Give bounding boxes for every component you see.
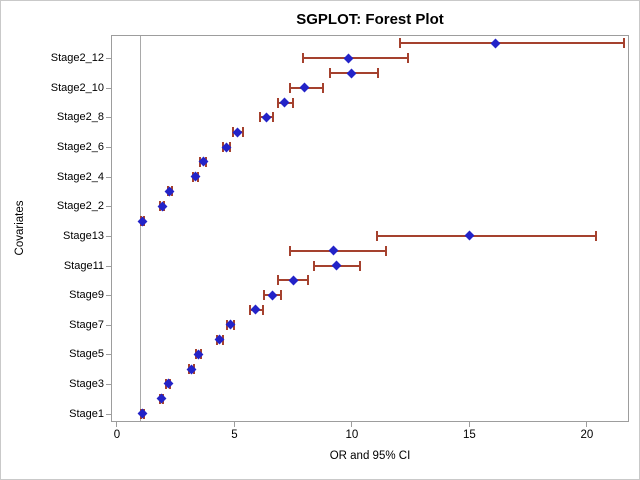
- y-tick-label: Stage2_12: [50, 52, 104, 65]
- ci-cap-low: [276, 97, 279, 108]
- ci-cap-high: [623, 38, 626, 49]
- y-tick: [106, 265, 111, 267]
- y-tick: [106, 176, 111, 178]
- y-tick: [106, 206, 111, 208]
- y-tick: [106, 354, 111, 356]
- point-marker: [261, 112, 272, 123]
- point-marker: [346, 68, 357, 78]
- y-tick: [106, 147, 111, 149]
- x-axis-label: OR and 95% CI: [329, 450, 411, 462]
- y-tick: [106, 383, 111, 385]
- y-tick: [106, 58, 111, 60]
- y-tick-label: Stage3: [69, 377, 104, 390]
- x-tick: [586, 422, 588, 427]
- y-tick: [106, 87, 111, 89]
- x-tick-label: 0: [113, 429, 121, 441]
- ci-bar: [302, 57, 409, 60]
- ci-cap-low: [277, 275, 280, 286]
- point-marker: [331, 260, 342, 271]
- y-tick-label: Stage2_10: [50, 81, 104, 94]
- ci-cap-low: [259, 112, 262, 123]
- chart-title: SGPLOT: Forest Plot: [296, 11, 444, 28]
- ci-cap-low: [248, 304, 251, 315]
- y-tick-label: Stage5: [69, 348, 104, 361]
- y-tick: [106, 413, 111, 415]
- ci-cap-high: [321, 82, 324, 93]
- y-tick-label: Stage1: [69, 407, 104, 420]
- x-tick: [233, 422, 235, 427]
- x-tick-label: 5: [231, 429, 238, 441]
- ci-cap-high: [261, 304, 264, 315]
- point-marker: [268, 290, 278, 301]
- y-tick-label: Stage9: [69, 289, 104, 302]
- ci-cap-low: [375, 230, 378, 241]
- ci-cap-high: [307, 275, 310, 286]
- x-tick: [351, 422, 353, 427]
- ci-cap-high: [384, 245, 387, 256]
- ci-cap-high: [595, 230, 598, 241]
- ci-bar: [400, 42, 625, 45]
- y-tick-label: Stage7: [69, 318, 104, 331]
- x-tick: [468, 422, 470, 427]
- plot-area: [111, 35, 629, 422]
- point-marker: [279, 97, 290, 108]
- ci-cap-low: [399, 38, 402, 49]
- y-tick-label: Stage2_8: [56, 111, 104, 124]
- y-tick-label: Stage2_2: [56, 200, 104, 213]
- ci-cap-high: [359, 260, 362, 271]
- ci-cap-low: [288, 245, 291, 256]
- y-tick: [106, 117, 111, 119]
- ci-cap-low: [263, 290, 266, 301]
- ci-cap-low: [301, 53, 304, 64]
- y-tick-label: Stage11: [63, 259, 104, 272]
- ci-cap-high: [272, 112, 275, 123]
- point-marker: [490, 38, 501, 49]
- x-tick: [116, 422, 118, 427]
- x-tick-label: 15: [462, 429, 476, 441]
- point-marker: [343, 53, 354, 64]
- y-tick-label: Stage2_6: [56, 141, 104, 154]
- ci-cap-high: [292, 97, 295, 108]
- ci-bar: [376, 234, 597, 237]
- x-tick-label: 20: [580, 429, 594, 441]
- point-marker: [328, 245, 339, 256]
- ci-cap-high: [407, 53, 410, 64]
- y-tick-label: Stage2_4: [56, 170, 104, 183]
- ci-cap-low: [288, 82, 291, 93]
- y-tick: [106, 295, 111, 297]
- point-marker: [464, 230, 475, 241]
- point-marker: [299, 82, 310, 93]
- y-tick: [106, 324, 111, 326]
- y-tick: [106, 235, 111, 237]
- point-marker: [250, 304, 261, 315]
- x-tick-label: 10: [345, 429, 359, 441]
- ci-cap-high: [280, 290, 283, 301]
- ci-cap-low: [313, 260, 316, 271]
- y-tick-label: Stage13: [63, 229, 104, 242]
- ci-cap-high: [376, 68, 379, 79]
- point-marker: [288, 275, 299, 286]
- ci-cap-low: [328, 68, 331, 79]
- reference-line: [139, 36, 141, 421]
